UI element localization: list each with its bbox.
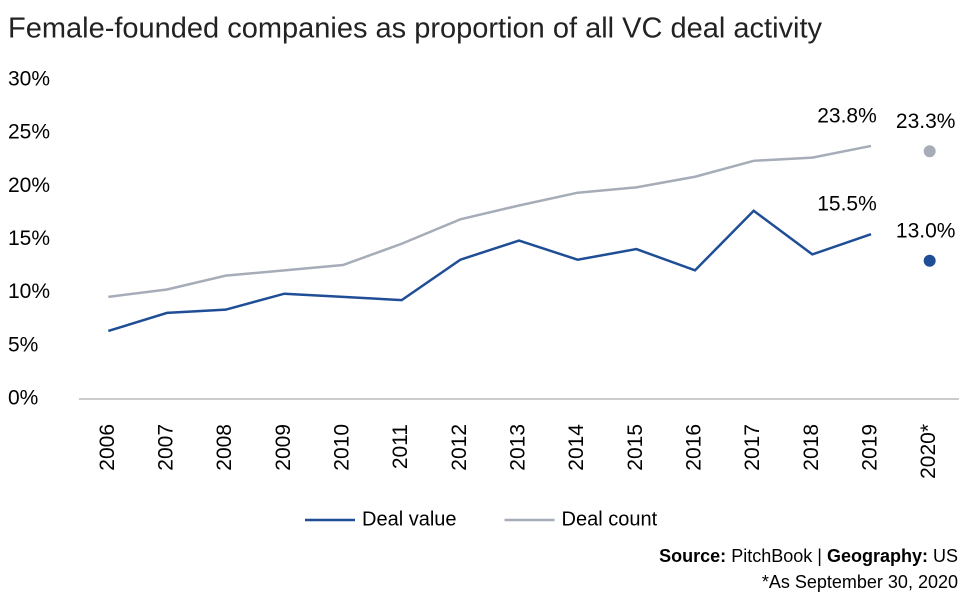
x-tick-label: 2014	[565, 424, 588, 471]
geo: US	[933, 546, 958, 566]
data-label: 23.8%	[817, 104, 877, 127]
x-tick-label: 2012	[448, 424, 471, 471]
geo-label: Geography:	[827, 546, 928, 566]
x-tick-label: 2017	[741, 424, 764, 471]
x-tick-label: 2010	[331, 424, 354, 471]
y-tick-label: 10%	[8, 280, 50, 303]
x-tick-label: 2011	[389, 424, 412, 469]
point	[923, 254, 936, 267]
chart-title: Female-founded companies as proportion o…	[8, 13, 823, 45]
x-tick-label: 2009	[272, 424, 295, 471]
x-tick-label: 2020*	[917, 424, 940, 479]
point	[923, 145, 936, 158]
x-tick-label: 2019	[859, 424, 882, 471]
x-tick-label: 2007	[155, 424, 178, 471]
series-line	[108, 144, 872, 299]
x-tick-label: 2016	[683, 424, 706, 471]
y-tick-label: 20%	[8, 174, 50, 197]
legend-label: Deal count	[562, 508, 658, 530]
data-label: 13.0%	[896, 219, 956, 242]
source-text: PitchBook |	[731, 546, 822, 566]
source: Source: PitchBook | Geography: US	[659, 546, 958, 566]
y-tick-label: 5%	[8, 333, 38, 356]
y-tick-label: 15%	[8, 227, 50, 250]
y-tick-label: 0%	[8, 387, 38, 410]
source-label: Source:	[659, 546, 726, 566]
x-tick-label: 2013	[507, 424, 530, 471]
data-label: 23.3%	[896, 110, 956, 133]
x-tick-label: 2008	[213, 424, 236, 471]
series-line	[107, 209, 872, 333]
y-tick-label: 25%	[8, 121, 50, 144]
footnote: *As September 30, 2020	[762, 572, 958, 592]
legend-label: Deal value	[362, 508, 457, 530]
x-tick-label: 2006	[96, 424, 119, 471]
x-tick-label: 2015	[624, 424, 647, 471]
data-label: 15.5%	[817, 193, 877, 216]
y-tick-label: 30%	[8, 68, 50, 91]
x-tick-label: 2018	[800, 424, 823, 471]
